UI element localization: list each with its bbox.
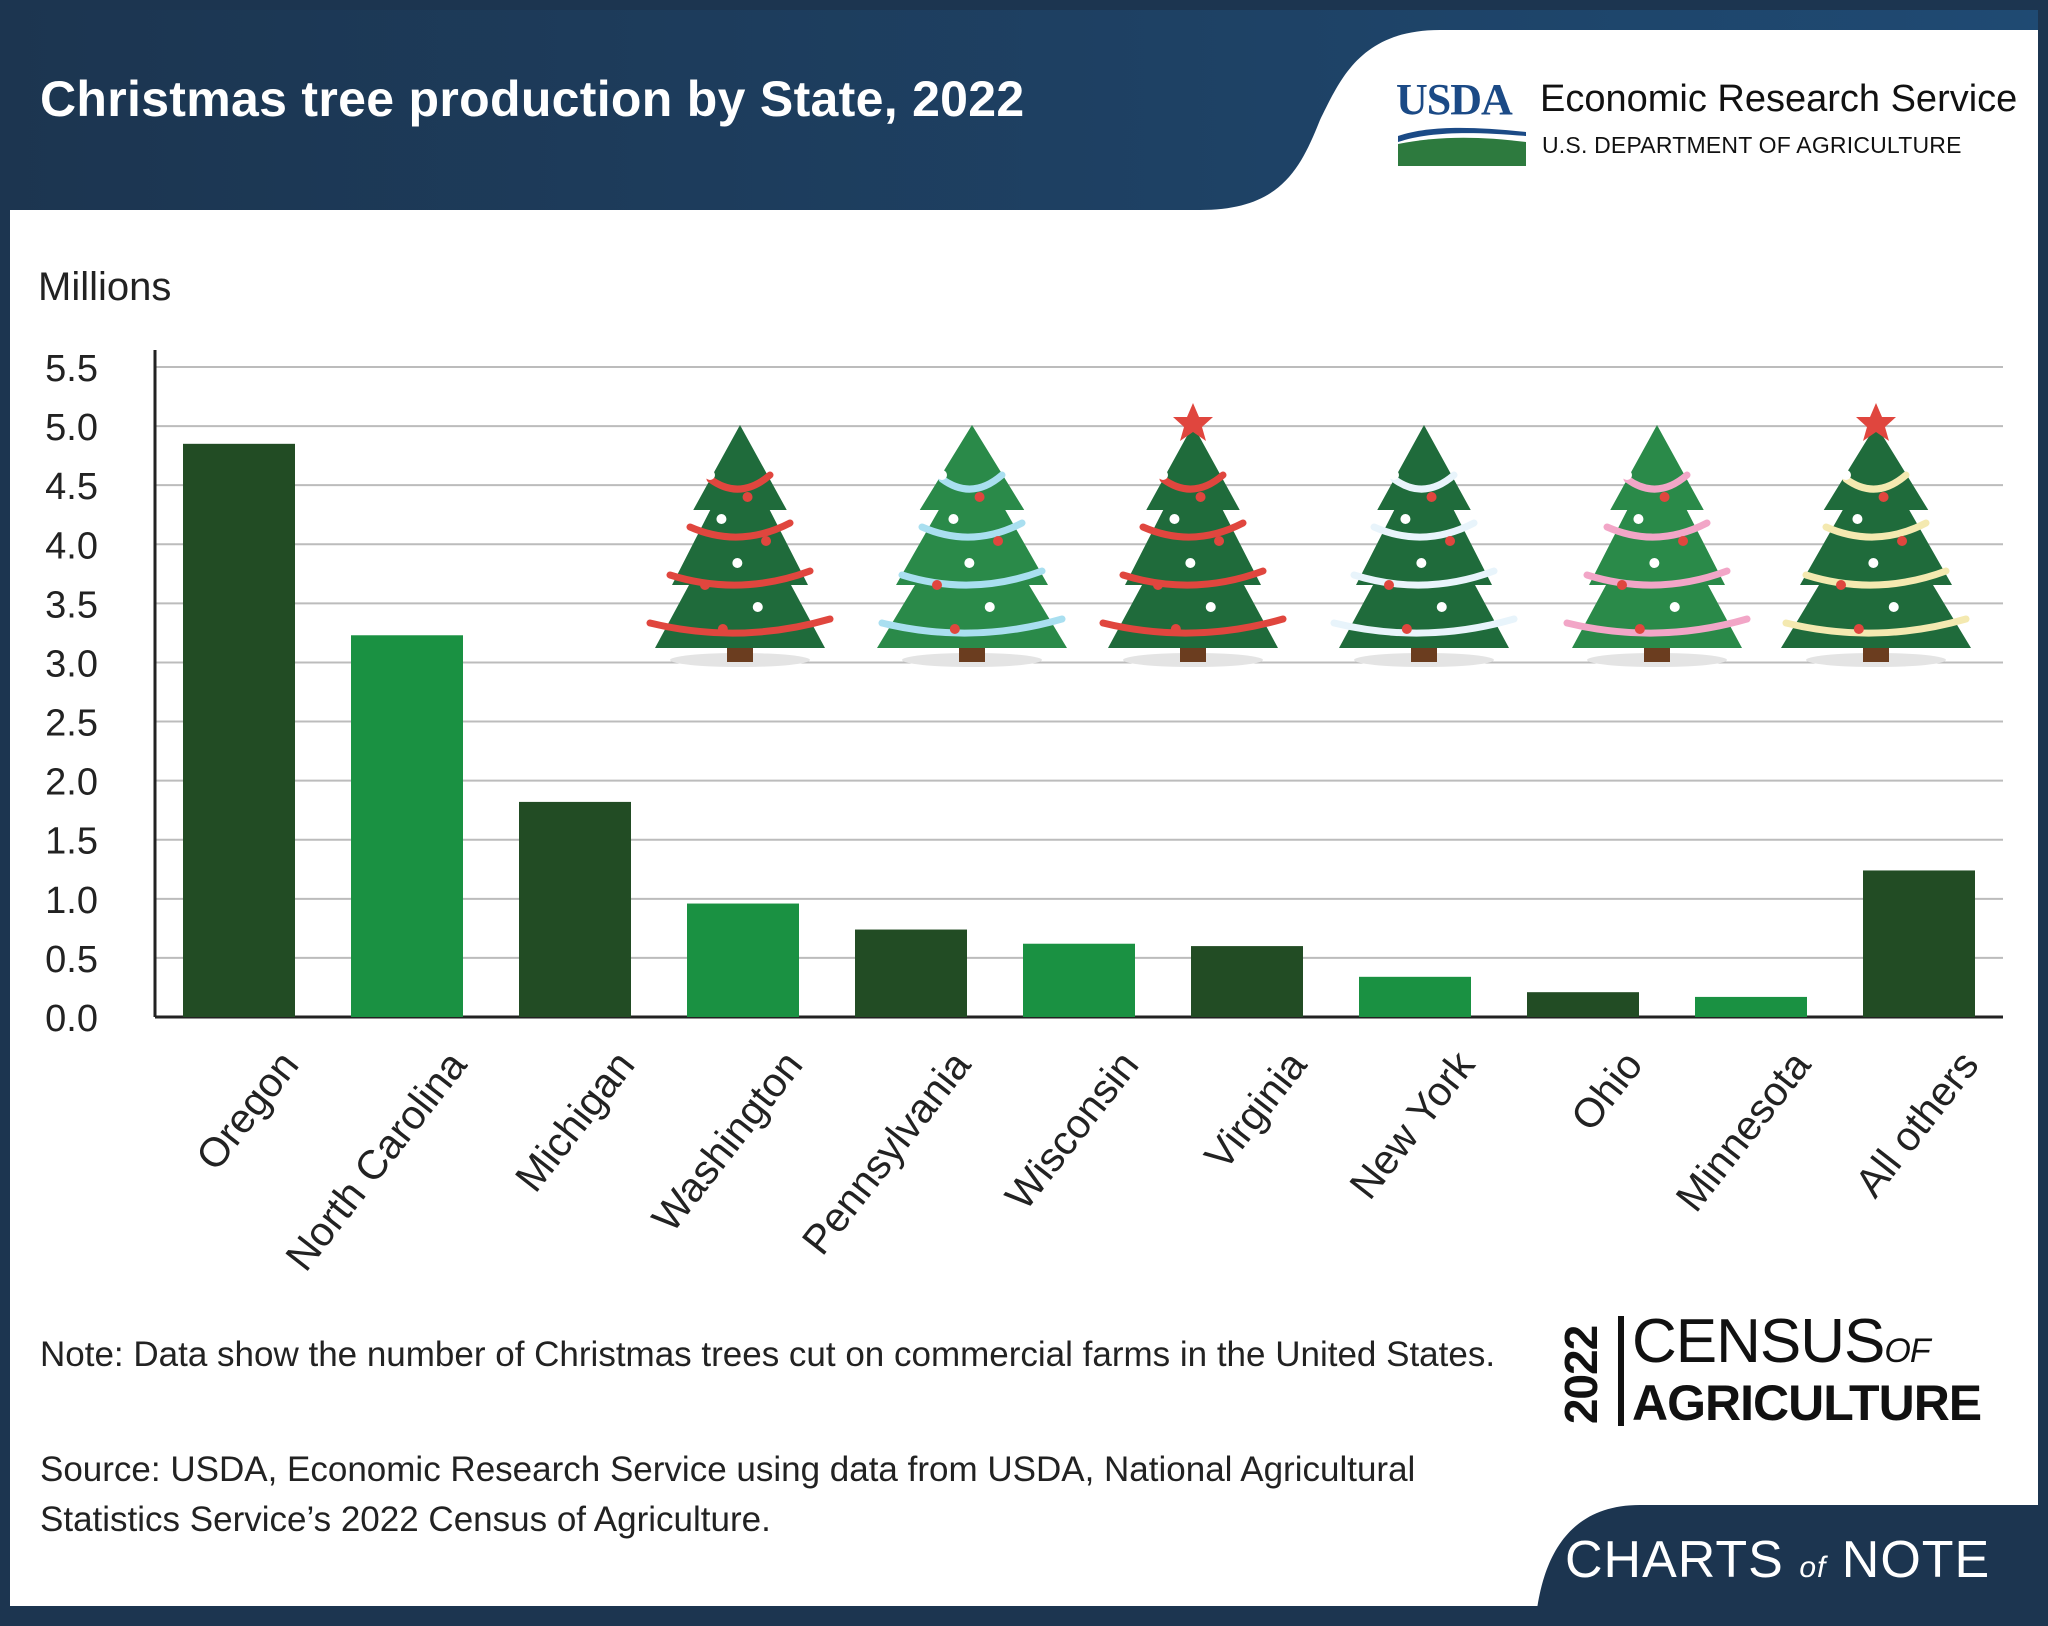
tree-star-icon	[1099, 403, 1287, 667]
bar-north-carolina	[351, 635, 463, 1017]
bar-michigan	[519, 801, 631, 1017]
y-tick-label: 4.0	[45, 525, 98, 567]
census-of-agriculture-logo: 2022 CENSUSOF AGRICULTURE	[1555, 1300, 2010, 1440]
source-text: Source: USDA, Economic Research Service …	[40, 1450, 1416, 1539]
bar-ohio	[1527, 992, 1639, 1017]
brand-note: NOTE	[1841, 1531, 1991, 1589]
y-tick-labels: 0.0 0.5 1.0 1.5 2.0 2.5 3.0 3.5 4.0 4.5 5.0 5.5	[45, 348, 98, 1040]
x-tick-label: Pennsylvania	[793, 1042, 980, 1263]
x-tick-label: Oregon	[187, 1042, 307, 1178]
x-tick-label: North Carolina	[276, 1042, 475, 1279]
bar-washington	[687, 903, 799, 1017]
y-tick-label: 2.0	[45, 762, 98, 804]
header-band	[0, 0, 2048, 210]
x-tick-label: Minnesota	[1667, 1042, 1820, 1220]
tree-illustrations	[646, 403, 1971, 667]
bar-all-others	[1863, 870, 1975, 1017]
census-logo-year: 2022	[1555, 1325, 1608, 1425]
note-text: Note: Data show the number of Christmas …	[40, 1335, 1496, 1374]
x-tick-label: Washington	[643, 1042, 812, 1240]
bar-pennsylvania	[855, 929, 967, 1017]
y-tick-label: 3.5	[45, 584, 98, 626]
census-logo-bottom: AGRICULTURE	[1632, 1375, 1982, 1431]
y-tick-label: 0.0	[45, 998, 98, 1040]
y-tick-label: 1.5	[45, 821, 98, 863]
bar-minnesota	[1695, 996, 1807, 1017]
y-tick-label: 3.0	[45, 643, 98, 685]
bars	[183, 443, 1975, 1017]
tree-pink-ribbon-icon	[1563, 425, 1751, 667]
y-tick-label: 5.0	[45, 407, 98, 449]
tree-snow-icon	[1330, 425, 1518, 667]
charts-of-note-brand: CHARTS of NOTE	[1565, 1530, 1990, 1590]
tree-lights-icon	[1781, 403, 1971, 667]
y-tick-label: 5.5	[45, 348, 98, 390]
brand-of: of	[1799, 1551, 1827, 1584]
bar-virginia	[1191, 946, 1303, 1017]
bar-new-york	[1359, 976, 1471, 1017]
chart-title: Christmas tree production by State, 2022	[40, 71, 1025, 127]
tree-snowflake-icon	[877, 425, 1067, 667]
bar-chart: Millions 0.0 0.5 1.0 1.5 2.0 2.5 3.0 3.5 4.0 4.5 5…	[38, 265, 2003, 1279]
bar-oregon	[183, 443, 295, 1017]
usda-logo-text: USDA	[1396, 75, 1513, 124]
census-logo-top: CENSUSOF	[1632, 1306, 1931, 1377]
census-logo-word: CENSUS	[1632, 1307, 1885, 1376]
x-tick-label: Wisconsin	[996, 1042, 1147, 1218]
y-tick-label: 1.0	[45, 880, 98, 922]
brand-charts: CHARTS	[1565, 1531, 1784, 1589]
y-tick-label: 0.5	[45, 939, 98, 981]
usda-ers-logo: USDA Economic Research Service U.S. DEPA…	[1390, 70, 2017, 180]
census-logo-of: OF	[1884, 1332, 1930, 1370]
usda-logo-swoosh-icon	[1398, 127, 1526, 166]
y-tick-label: 2.5	[45, 703, 98, 745]
census-logo-divider	[1618, 1316, 1624, 1426]
x-tick-label: Ohio	[1562, 1042, 1652, 1139]
x-tick-label: Virginia	[1195, 1042, 1315, 1178]
agency-name: Economic Research Service	[1540, 78, 2018, 120]
y-axis-label: Millions	[38, 265, 171, 309]
department-name: U.S. DEPARTMENT OF AGRICULTURE	[1542, 132, 1962, 158]
x-tick-label: All others	[1846, 1042, 1987, 1205]
bar-wisconsin	[1023, 943, 1135, 1017]
x-tick-label: Michigan	[506, 1042, 643, 1200]
tree-gingerbread-icon	[646, 425, 834, 667]
y-tick-label: 4.5	[45, 466, 98, 508]
x-tick-label: New York	[1341, 1042, 1484, 1207]
